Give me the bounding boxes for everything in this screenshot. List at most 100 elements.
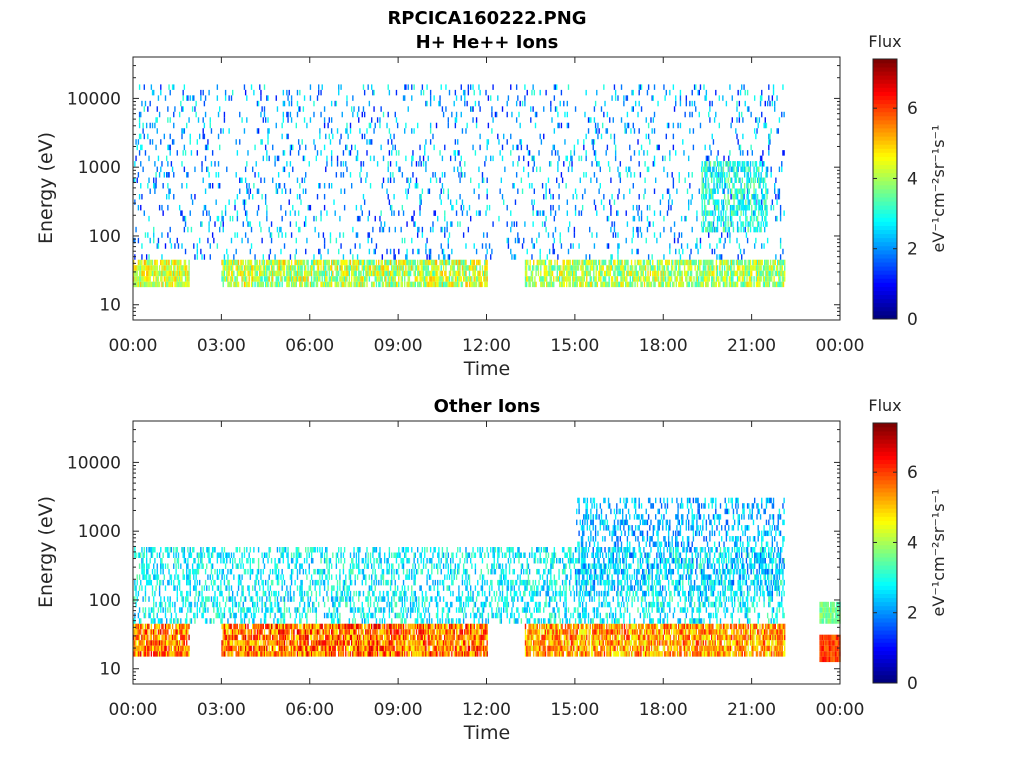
spectrogram-cell (201, 166, 203, 173)
spectrogram-cell (242, 270, 244, 277)
spectrogram-cell (759, 276, 761, 282)
spectrogram-cell (746, 237, 749, 244)
spectrogram-cell (560, 172, 563, 178)
spectrogram-cell (546, 265, 548, 271)
spectrogram-cell (267, 259, 269, 266)
spectrogram-cell (698, 89, 700, 96)
spectrogram-cell (721, 265, 723, 271)
spectrogram-cell (685, 215, 688, 222)
spectrogram-cell (551, 150, 553, 156)
spectrogram-cell (486, 270, 488, 277)
spectrogram-cell (547, 177, 550, 184)
spectrogram-cell (276, 188, 279, 194)
spectrogram-cell (373, 128, 375, 134)
spectrogram-cell (727, 177, 729, 184)
spectrogram-cell (707, 276, 709, 282)
spectrogram-cell (589, 226, 591, 233)
spectrogram-cell (223, 254, 226, 260)
spectrogram-cell (318, 265, 320, 271)
spectrogram-cell (669, 243, 671, 249)
spectrogram-cell (687, 259, 689, 266)
spectrogram-cell (725, 270, 727, 277)
spectrogram-cell (728, 276, 731, 282)
spectrogram-cell (156, 651, 158, 657)
spectrogram-cell (623, 276, 626, 282)
spectrogram-cell (762, 265, 765, 271)
spectrogram-cell (168, 193, 170, 200)
spectrogram-cell (224, 210, 227, 216)
spectrogram-cell (336, 276, 339, 282)
spectrogram-cell (718, 161, 720, 167)
spectrogram-cell (236, 232, 239, 238)
spectrogram-cell (707, 259, 709, 266)
spectrogram-cell (187, 172, 189, 178)
spectrogram-cell (745, 265, 747, 271)
spectrogram-cell (223, 276, 226, 282)
spectrogram-cell (707, 265, 709, 271)
spectrogram-cell (198, 237, 201, 244)
spectrogram-cell (452, 259, 454, 266)
spectrogram-cell (531, 265, 534, 271)
spectrogram-cell (263, 177, 266, 184)
spectrogram-cell (262, 640, 264, 646)
spectrogram-cell (167, 106, 169, 112)
spectrogram-cell (633, 270, 635, 277)
spectrogram-cell (320, 265, 322, 271)
spectrogram-cell (228, 651, 230, 657)
spectrogram-cell (293, 270, 295, 277)
spectrogram-cell (446, 276, 448, 282)
spectrogram-cell (435, 265, 438, 271)
spectrogram-cell (332, 259, 334, 266)
spectrogram-cell (170, 259, 173, 266)
spectrogram-cell (204, 95, 207, 101)
spectrogram-cell (602, 259, 604, 266)
spectrogram-cell (305, 221, 307, 227)
spectrogram-cell (574, 188, 577, 194)
spectrogram-cell (679, 100, 682, 107)
spectrogram-cell (466, 265, 468, 271)
colorbar-segment (873, 63, 897, 68)
spectrogram-cell (751, 265, 753, 271)
spectrogram-cell (161, 640, 163, 646)
spectrogram-cell (327, 122, 329, 129)
colorbar-segment (873, 306, 897, 312)
spectrogram-cell (738, 161, 740, 167)
spectrogram-cell (772, 265, 774, 271)
spectrogram-cell (200, 248, 202, 255)
spectrogram-cell (177, 623, 180, 630)
spectrogram-cell (645, 117, 647, 123)
spectrogram-cell (478, 259, 480, 266)
spectrogram-cell (765, 215, 767, 222)
spectrogram-cell (330, 281, 333, 288)
spectrogram-cell (677, 265, 680, 271)
spectrogram-cell (328, 259, 330, 266)
spectrogram-cell (175, 259, 177, 266)
spectrogram-cell (712, 210, 714, 216)
spectrogram-cell (309, 281, 312, 288)
spectrogram-cell (557, 265, 560, 271)
spectrogram-cell (183, 265, 186, 271)
spectrogram-cell (736, 106, 738, 112)
spectrogram-cell (533, 161, 536, 167)
spectrogram-cell (563, 100, 565, 107)
spectrogram-cell (669, 193, 671, 200)
spectrogram-cell (340, 172, 342, 178)
spectrogram-cell (731, 281, 733, 288)
spectrogram-cell (182, 281, 184, 288)
spectrogram-cell (137, 281, 140, 288)
spectrogram-cell (150, 634, 153, 641)
spectrogram-cell (680, 259, 682, 266)
spectrogram-cell (696, 215, 698, 222)
spectrogram-cell (663, 166, 665, 173)
spectrogram-cell (453, 100, 455, 107)
spectrogram-cell (646, 215, 649, 222)
spectrogram-cell (503, 199, 505, 205)
spectrogram-cell (560, 89, 563, 96)
spectrogram-cell (264, 645, 267, 652)
spectrogram-cell (500, 177, 503, 184)
spectrogram-cell (219, 226, 221, 233)
spectrogram-cell (235, 265, 237, 271)
spectrogram-cell (274, 634, 276, 641)
spectrogram-cell (719, 270, 721, 277)
spectrogram-cell (280, 276, 282, 282)
